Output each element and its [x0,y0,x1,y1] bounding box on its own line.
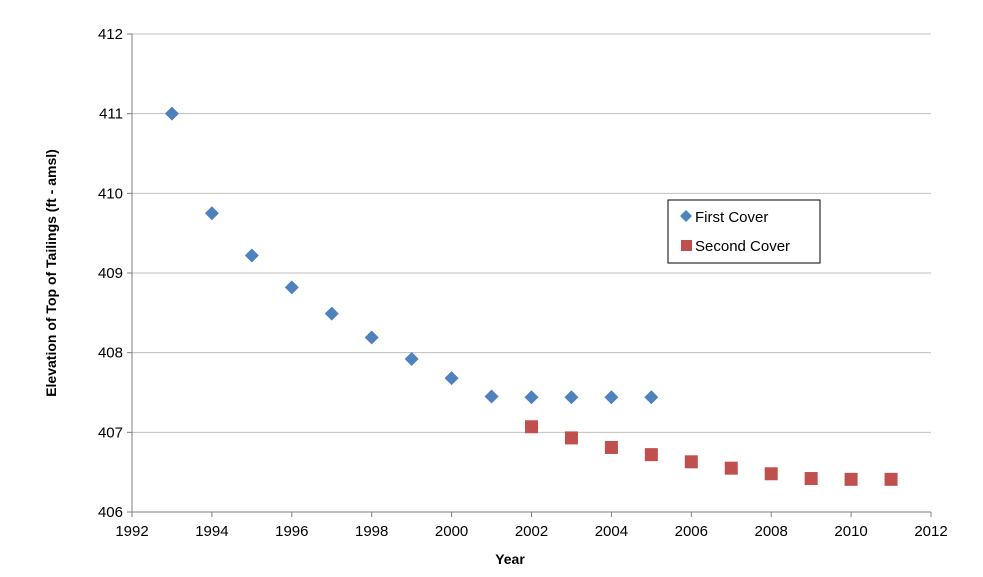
x-tick-label: 1992 [115,523,148,540]
x-tick-label: 1994 [195,523,228,540]
x-tick-label: 2002 [515,523,548,540]
data-point-diamond [244,248,259,263]
y-tick-label: 407 [98,424,123,441]
y-tick-label: 412 [98,26,123,43]
data-point-diamond [204,206,219,221]
data-point-square [684,455,698,469]
gridlines [132,33,931,433]
legend: First Cover Second Cover [667,199,821,264]
x-tick-label: 2000 [435,523,468,540]
data-point-diamond [404,352,419,367]
data-point-diamond [324,306,339,321]
data-point-diamond [604,390,619,405]
y-axis-title: Elevation of Top of Tailings (ft - amsl) [43,149,59,397]
x-tick-label: 2010 [834,523,867,540]
x-axis-ticks: 1992 1994 1996 1998 2000 2002 2004 2006 2008 2010… [115,512,948,540]
y-tick-label: 410 [98,185,123,202]
x-axis-title: Year [495,551,525,567]
legend-label-second-cover: Second Cover [695,238,790,255]
x-tick-label: 2006 [675,523,708,540]
y-tick-label: 406 [98,504,123,521]
data-point-diamond [644,390,659,405]
x-tick-label: 2004 [595,523,628,540]
data-points [164,106,898,486]
data-point-square [604,440,618,454]
data-point-diamond [284,280,299,295]
data-point-square [884,472,898,486]
data-point-diamond [484,389,499,404]
series-first-cover [164,106,659,405]
data-point-square [724,461,738,475]
series-second-cover [525,420,898,486]
data-point-square [764,467,778,481]
data-point-diamond [564,390,579,405]
legend-label-first-cover: First Cover [695,209,768,226]
x-tick-label: 2012 [914,523,947,540]
data-point-square [525,420,538,434]
data-point-diamond [364,330,379,345]
data-point-diamond [164,106,179,121]
legend-square-marker [681,240,692,251]
data-point-diamond [524,390,539,405]
data-point-diamond [444,371,459,386]
data-point-square [804,472,818,486]
legend-item-first-cover: First Cover [680,209,768,226]
x-tick-label: 1996 [275,523,308,540]
y-tick-label: 411 [99,106,123,123]
x-tick-label: 2008 [755,523,788,540]
data-point-square [564,431,578,445]
legend-diamond-marker [680,210,692,222]
x-tick-label: 1998 [355,523,388,540]
y-tick-label: 409 [98,265,123,282]
data-point-square [844,472,858,486]
y-axis-ticks: 406 407 408 409 410 411 412 [98,26,132,521]
legend-item-second-cover: Second Cover [681,238,790,255]
data-point-square [644,448,658,462]
y-tick-label: 408 [98,345,123,362]
legend-box [667,199,821,264]
